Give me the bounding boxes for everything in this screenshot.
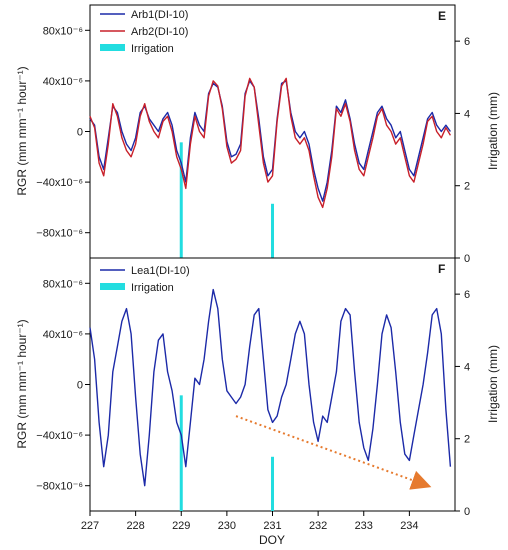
panel-e-legend: Arb1(DI-10) Arb2(DI-10) Irrigation <box>100 9 188 55</box>
series-line-e-0 <box>89 80 451 202</box>
legend-label-irrigation-f: Irrigation <box>131 282 174 294</box>
panel-f-plot-area <box>89 257 456 512</box>
x-tick-label-3: 230 <box>218 520 236 532</box>
panel-f-series-lines <box>89 288 452 487</box>
panel-e-irrigation-bars <box>179 142 274 258</box>
y-tick-label-f-3: 40x10⁻⁶ <box>43 329 83 341</box>
irrigation-bar-e-0 <box>179 142 183 258</box>
panel-f-y2-axis: 0 2 4 6 <box>455 289 470 518</box>
panel-f-trend-arrow <box>235 415 432 490</box>
x-tick-label-1: 228 <box>126 520 144 532</box>
panel-e-y-axis: −80x10⁻⁶ −40x10⁻⁶ 0 40x10⁻⁶ 80x10⁻⁶ <box>36 25 90 240</box>
panel-f-y-axis-label: RGR (mm mm⁻¹ hour⁻¹) <box>15 319 29 448</box>
y-tick-label-e-2: 0 <box>77 127 83 139</box>
y2-tick-label-f-2: 4 <box>464 361 470 373</box>
panel-f-x-axis-label: DOY <box>259 533 285 547</box>
panel-f-label: F <box>438 262 445 276</box>
irrigation-bar-f-1 <box>271 456 274 511</box>
panel-e-y2-axis-label: Irrigation (mm) <box>486 92 500 170</box>
panel-f-x-axis: 227 228 229 230 231 232 233 234 <box>81 511 419 532</box>
trend-arrow <box>235 415 432 490</box>
panel-f: −80x10⁻⁶ −40x10⁻⁶ 0 40x10⁻⁶ 80x10⁻⁶ 0 2 4 6 227… <box>15 257 500 547</box>
y2-tick-label-e-3: 6 <box>464 36 470 48</box>
y-tick-label-f-2: 0 <box>77 380 83 392</box>
x-tick-label-5: 232 <box>309 520 327 532</box>
panel-f-irrigation-bars <box>179 395 274 511</box>
panel-e-y2-axis: 0 2 4 6 <box>455 36 470 265</box>
irrigation-bar-e-1 <box>271 203 274 258</box>
legend-label-arb2: Arb2(DI-10) <box>131 26 188 38</box>
panel-f-y2-axis-label: Irrigation (mm) <box>486 345 500 423</box>
legend-swatch-irrigation-f <box>100 283 125 290</box>
y-tick-label-e-4: 80x10⁻⁶ <box>43 25 83 37</box>
legend-label-arb1: Arb1(DI-10) <box>131 9 188 21</box>
panel-e: −80x10⁻⁶ −40x10⁻⁶ 0 40x10⁻⁶ 80x10⁻⁶ 0 2 4 6 E R… <box>15 4 500 265</box>
x-tick-label-6: 233 <box>355 520 373 532</box>
series-line-f-0 <box>89 288 452 487</box>
y2-tick-label-f-3: 6 <box>464 289 470 301</box>
irrigation-bar-f-0 <box>179 395 183 511</box>
x-tick-label-0: 227 <box>81 520 99 532</box>
y-tick-label-e-0: −80x10⁻⁶ <box>36 228 83 240</box>
x-tick-label-4: 231 <box>263 520 281 532</box>
x-tick-label-7: 234 <box>400 520 418 532</box>
y-tick-label-e-1: −40x10⁻⁶ <box>36 177 83 189</box>
panel-f-y-axis: −80x10⁻⁶ −40x10⁻⁶ 0 40x10⁻⁶ 80x10⁻⁶ <box>36 278 90 493</box>
y2-tick-label-e-2: 4 <box>464 108 470 120</box>
legend-label-irrigation-e: Irrigation <box>131 43 174 55</box>
y2-tick-label-e-1: 2 <box>464 181 470 193</box>
series-line-e-1 <box>89 77 452 209</box>
y2-tick-label-f-0: 0 <box>464 506 470 518</box>
panel-e-label: E <box>438 9 446 23</box>
panel-e-series-lines <box>89 77 452 209</box>
legend-label-lea1: Lea1(DI-10) <box>131 265 190 277</box>
panel-e-y-axis-label: RGR (mm mm⁻¹ hour⁻¹) <box>15 66 29 195</box>
x-tick-label-2: 229 <box>172 520 190 532</box>
y-tick-label-f-0: −80x10⁻⁶ <box>36 481 83 493</box>
legend-swatch-irrigation-e <box>100 44 125 51</box>
y2-tick-label-f-1: 2 <box>464 434 470 446</box>
y-tick-label-f-4: 80x10⁻⁶ <box>43 278 83 290</box>
y-tick-label-e-3: 40x10⁻⁶ <box>43 76 83 88</box>
y2-tick-label-e-0: 0 <box>464 253 470 265</box>
y-tick-label-f-1: −40x10⁻⁶ <box>36 430 83 442</box>
panel-f-legend: Lea1(DI-10) Irrigation <box>100 265 190 294</box>
